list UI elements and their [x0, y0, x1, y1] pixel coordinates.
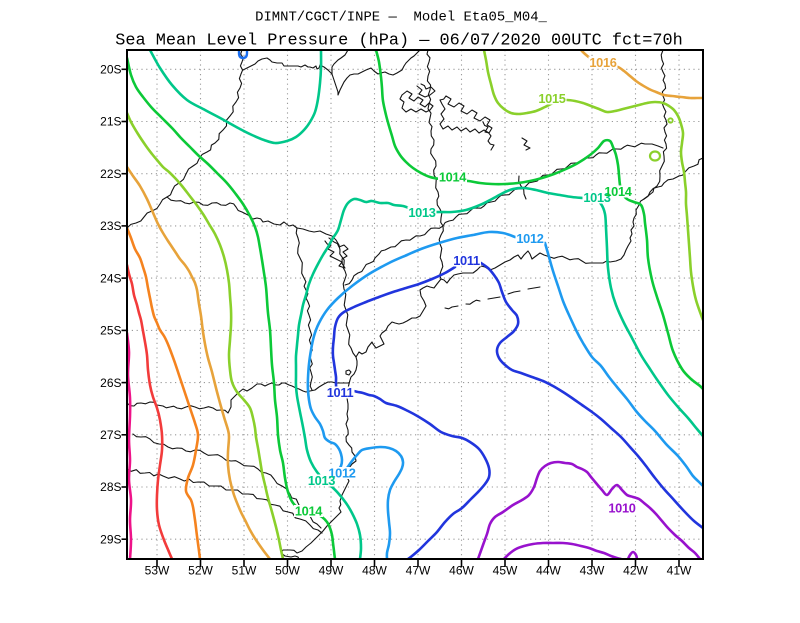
svg-text:1013: 1013 — [583, 190, 610, 205]
svg-text:41W: 41W — [667, 563, 692, 577]
svg-text:1015: 1015 — [538, 91, 565, 106]
svg-text:23S: 23S — [100, 219, 121, 233]
svg-text:1016: 1016 — [589, 55, 616, 70]
svg-text:Sea Mean Level Pressure (hPa): Sea Mean Level Pressure (hPa) — 06/07/20… — [115, 32, 683, 51]
svg-text:20S: 20S — [100, 63, 121, 77]
svg-text:50W: 50W — [275, 563, 300, 577]
svg-text:1014: 1014 — [604, 184, 632, 199]
svg-text:27S: 27S — [100, 428, 121, 442]
svg-text:26S: 26S — [100, 376, 121, 390]
svg-text:46W: 46W — [449, 563, 474, 577]
svg-text:1010: 1010 — [608, 501, 635, 516]
svg-text:47W: 47W — [406, 563, 431, 577]
svg-text:44W: 44W — [536, 563, 561, 577]
svg-text:21S: 21S — [100, 115, 121, 129]
svg-text:1011: 1011 — [327, 385, 354, 400]
svg-text:1014: 1014 — [439, 170, 467, 185]
svg-text:22S: 22S — [100, 167, 121, 181]
svg-text:1013: 1013 — [308, 473, 335, 488]
svg-text:24S: 24S — [100, 271, 121, 285]
svg-text:48W: 48W — [362, 563, 387, 577]
svg-text:49W: 49W — [319, 563, 344, 577]
svg-text:45W: 45W — [493, 563, 518, 577]
svg-text:51W: 51W — [232, 563, 257, 577]
svg-text:25S: 25S — [100, 324, 121, 338]
svg-text:1012: 1012 — [328, 466, 355, 481]
svg-text:1012: 1012 — [516, 231, 543, 246]
svg-text:28S: 28S — [100, 480, 121, 494]
svg-text:1011: 1011 — [453, 253, 480, 268]
svg-text:29S: 29S — [100, 532, 121, 546]
svg-text:1014: 1014 — [295, 504, 323, 519]
svg-text:52W: 52W — [188, 563, 213, 577]
svg-text:1013: 1013 — [408, 205, 435, 220]
svg-text:DIMNT/CGCT/INPE — Model Eta05: DIMNT/CGCT/INPE — Model Eta05_M04_ — [255, 10, 547, 26]
svg-text:42W: 42W — [623, 563, 648, 577]
svg-text:53W: 53W — [145, 563, 170, 577]
svg-text:43W: 43W — [580, 563, 605, 577]
